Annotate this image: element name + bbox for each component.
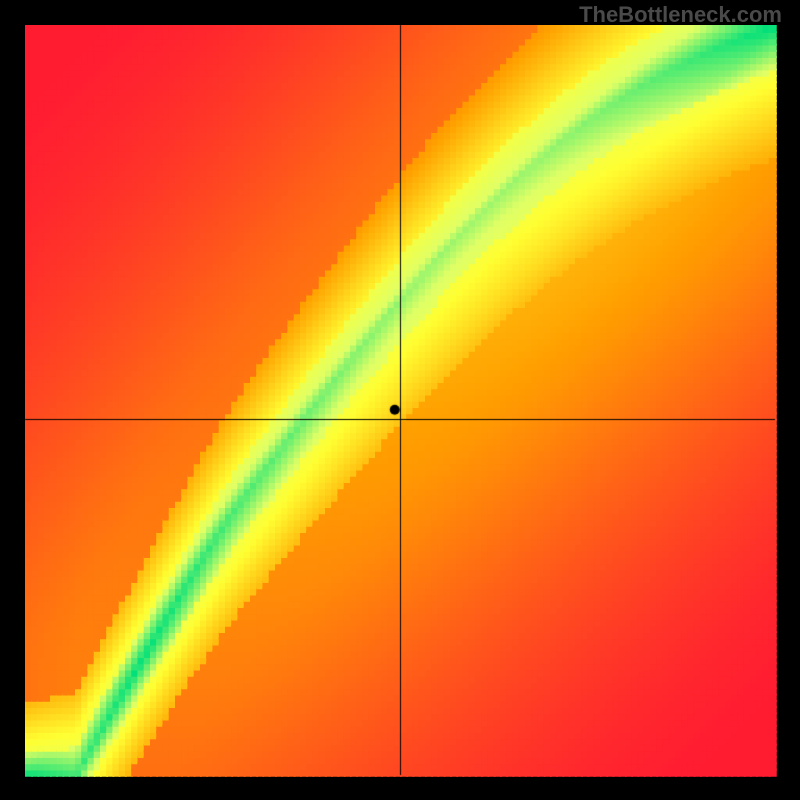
chart-container: TheBottleneck.com xyxy=(0,0,800,800)
crosshair-overlay xyxy=(0,0,800,800)
watermark-text: TheBottleneck.com xyxy=(579,2,782,28)
